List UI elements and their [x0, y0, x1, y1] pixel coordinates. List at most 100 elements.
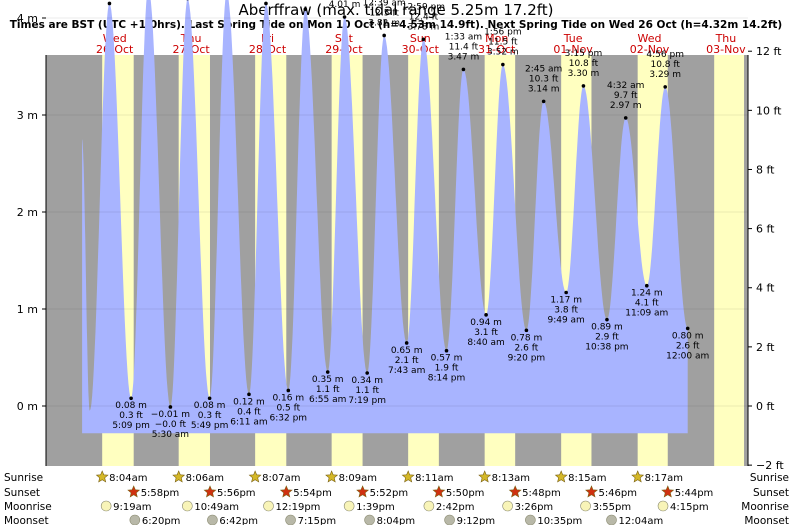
sunrise-star: [401, 470, 415, 483]
tide-point: [581, 84, 586, 88]
high-tide-label: 3.30 m: [568, 69, 600, 79]
day-date: 30-Oct: [402, 43, 440, 56]
day-of-week: Tue: [563, 32, 583, 45]
sun-moon-rows: Sunrise Sunrise Sunset Sunset Moonrise Moonri…: [4, 470, 789, 525]
low-tide-label: 0.89 m: [591, 323, 623, 333]
tide-point: [444, 348, 449, 353]
tide-point: [404, 341, 409, 345]
low-tide-label: 3.8 ft: [554, 306, 578, 316]
row-label-right: Sunset: [753, 487, 789, 499]
high-tide-label: 2:45 am: [525, 64, 562, 74]
right-tick-label: 12 ft: [756, 45, 782, 58]
low-tide-label: 9:49 am: [547, 316, 584, 326]
day-of-week: Thu: [715, 32, 737, 45]
tide-point: [365, 371, 369, 375]
low-tide-label: 4.1 ft: [635, 299, 659, 309]
tide-point: [129, 396, 133, 401]
sunset-star: [279, 485, 293, 498]
row-label-right: Sunrise: [750, 472, 789, 484]
tide-point: [286, 388, 291, 393]
low-tide-label: 0.5 ft: [276, 403, 300, 413]
moonrise-icon: [343, 500, 355, 512]
row-label-left: Sunset: [4, 487, 40, 499]
right-tick-label: 2 ft: [756, 341, 775, 354]
low-tide-label: −0.01 m: [151, 410, 190, 420]
high-tide-label: 4:56 pm: [646, 50, 684, 60]
high-tide-label: 12:39 am: [363, 0, 406, 8]
high-tide-label: 3.78 m: [408, 22, 440, 32]
chart-subtitle: Times are BST (UTC +1.0hrs). Last Spring…: [10, 19, 782, 31]
low-tide-label: 5:30 am: [152, 430, 189, 440]
low-tide-label: 7:43 am: [388, 366, 425, 376]
moonset-time: 12:04am: [619, 516, 664, 525]
low-tide-label: 0.57 m: [431, 354, 463, 364]
low-tide-label: 3.1 ft: [474, 328, 498, 338]
low-tide-label: 0.12 m: [233, 397, 265, 407]
low-tide-label: 8:40 am: [467, 338, 504, 348]
moonrise-time: 3:55pm: [593, 502, 632, 513]
high-tide-label: 3.14 m: [528, 84, 560, 94]
sunrise-star: [248, 470, 262, 483]
row-label-left: Moonrise: [4, 501, 52, 513]
tide-area: [82, 0, 688, 434]
sunset-star: [356, 485, 370, 498]
sunrise-time: 8:13am: [492, 473, 530, 484]
low-tide-label: 0.78 m: [511, 333, 543, 343]
left-tick-label: 0 m: [17, 400, 38, 413]
moonrise-icon: [502, 500, 513, 512]
sunrise-time: 8:09am: [339, 473, 377, 484]
sunset-time: 5:56pm: [217, 488, 256, 499]
tide-point: [541, 99, 546, 104]
right-tick-label: 6 ft: [756, 223, 775, 236]
low-tide-label: 0.08 m: [194, 401, 226, 411]
low-tide-label: 2.6 ft: [676, 341, 700, 351]
moonset-time: 10:35pm: [537, 516, 582, 525]
low-tide-label: 9:20 pm: [508, 353, 546, 363]
moonrise-time: 1:39pm: [356, 502, 395, 513]
day-date: 02-Nov: [630, 43, 670, 56]
sunset-time: 5:46pm: [598, 488, 637, 499]
low-tide-label: 1.24 m: [631, 289, 663, 299]
chart-title: Aberffraw (max. tidal range 5.25m 17.2ft…: [239, 1, 554, 19]
low-tide-label: 0.16 m: [272, 393, 304, 403]
right-tick-label: 4 ft: [756, 282, 775, 295]
high-tide-label: 1:56 pm: [484, 28, 522, 38]
day-date: 01-Nov: [553, 43, 593, 56]
moonset-icon: [525, 514, 536, 525]
left-tick-label: 2 m: [17, 206, 38, 219]
moonrise-icon: [657, 500, 669, 512]
tide-point: [421, 37, 426, 42]
sunrise-time: 8:04am: [109, 473, 147, 484]
tide-point: [303, 7, 308, 12]
low-tide-label: 10:38 pm: [585, 343, 628, 353]
moonset-icon: [606, 514, 617, 525]
moonrise-icon: [423, 500, 435, 512]
day-of-week: Sun: [410, 32, 431, 45]
sunset-star: [203, 485, 217, 498]
high-tide-label: 12.5 ft: [369, 8, 399, 18]
sunrise-time: 8:11am: [415, 473, 453, 484]
sunset-time: 5:58pm: [141, 488, 180, 499]
low-tide-label: 1.1 ft: [316, 385, 340, 395]
low-tide-label: 0.34 m: [351, 376, 383, 386]
low-tide-label: 0.08 m: [115, 401, 147, 411]
tide-point: [663, 85, 668, 89]
moonrise-icon: [263, 500, 274, 512]
sunrise-time: 8:06am: [186, 473, 224, 484]
tide-point: [605, 317, 609, 322]
low-tide-label: 5:49 pm: [191, 421, 229, 431]
right-tick-label: 8 ft: [756, 163, 775, 176]
high-tide-label: 4.01 m: [329, 0, 361, 10]
high-tide-label: 11.4 ft: [449, 42, 479, 52]
low-tide-label: 6:55 am: [309, 395, 346, 405]
high-tide-label: 1:33 am: [445, 32, 482, 42]
tide-point: [501, 62, 505, 67]
low-tide-label: 0.3 ft: [198, 411, 222, 421]
tide-point: [207, 396, 212, 401]
sunrise-star: [554, 470, 568, 483]
high-tide-label: 3.82 m: [368, 18, 400, 28]
row-label-right: Moonset: [744, 515, 789, 525]
tide-point: [107, 1, 112, 6]
tide-point: [685, 326, 690, 331]
